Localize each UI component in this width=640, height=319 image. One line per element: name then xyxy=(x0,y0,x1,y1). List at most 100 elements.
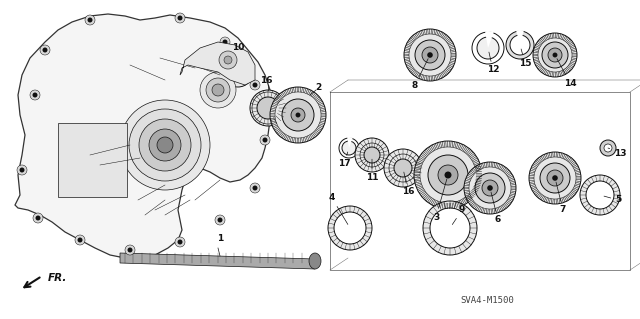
Circle shape xyxy=(270,87,326,143)
Text: 1: 1 xyxy=(217,234,223,243)
Circle shape xyxy=(149,129,181,161)
Circle shape xyxy=(125,245,135,255)
Circle shape xyxy=(282,99,314,131)
Circle shape xyxy=(540,163,570,193)
Circle shape xyxy=(428,52,433,58)
Circle shape xyxy=(414,141,482,209)
Wedge shape xyxy=(485,31,494,48)
Text: 17: 17 xyxy=(338,152,350,168)
Circle shape xyxy=(547,170,563,186)
Text: 7: 7 xyxy=(556,182,566,214)
Circle shape xyxy=(40,45,50,55)
Circle shape xyxy=(262,137,268,143)
Circle shape xyxy=(220,37,230,47)
Text: 14: 14 xyxy=(557,59,576,87)
Text: 10: 10 xyxy=(232,43,244,52)
Text: 8: 8 xyxy=(412,59,428,90)
Circle shape xyxy=(542,42,568,68)
Circle shape xyxy=(75,235,85,245)
Circle shape xyxy=(600,140,616,156)
Circle shape xyxy=(257,97,279,119)
Circle shape xyxy=(219,51,237,69)
Text: SVA4-M1500: SVA4-M1500 xyxy=(460,296,514,305)
Circle shape xyxy=(445,172,451,179)
Text: 2: 2 xyxy=(315,83,321,92)
Text: 4: 4 xyxy=(329,194,348,225)
Circle shape xyxy=(529,152,581,204)
Wedge shape xyxy=(347,137,353,148)
Circle shape xyxy=(552,175,558,181)
Circle shape xyxy=(42,48,47,53)
Circle shape xyxy=(120,100,210,190)
Circle shape xyxy=(127,248,132,253)
Polygon shape xyxy=(180,42,255,85)
Circle shape xyxy=(19,167,24,173)
Circle shape xyxy=(77,238,83,242)
Circle shape xyxy=(415,40,445,70)
Circle shape xyxy=(253,83,257,87)
Polygon shape xyxy=(120,253,315,269)
Circle shape xyxy=(355,138,389,172)
Circle shape xyxy=(464,162,516,214)
Text: 16: 16 xyxy=(402,172,414,197)
Circle shape xyxy=(250,183,260,193)
Circle shape xyxy=(229,63,247,81)
Polygon shape xyxy=(15,14,272,258)
Text: 9: 9 xyxy=(452,205,465,225)
Circle shape xyxy=(33,93,38,98)
Circle shape xyxy=(33,213,43,223)
Circle shape xyxy=(364,147,380,163)
Circle shape xyxy=(129,109,201,181)
Circle shape xyxy=(475,173,505,203)
Circle shape xyxy=(477,37,499,59)
Circle shape xyxy=(177,16,182,20)
Circle shape xyxy=(430,208,470,248)
Circle shape xyxy=(85,15,95,25)
Circle shape xyxy=(604,144,612,152)
Circle shape xyxy=(487,185,493,191)
Circle shape xyxy=(428,155,468,195)
Circle shape xyxy=(334,212,366,244)
Circle shape xyxy=(510,35,530,55)
Circle shape xyxy=(328,206,372,250)
Circle shape xyxy=(394,159,412,177)
Circle shape xyxy=(342,141,356,155)
Text: 11: 11 xyxy=(365,159,378,182)
Text: 5: 5 xyxy=(604,196,621,204)
Circle shape xyxy=(175,13,185,23)
Circle shape xyxy=(139,119,191,171)
Circle shape xyxy=(17,165,27,175)
Circle shape xyxy=(212,84,224,96)
Circle shape xyxy=(200,72,236,108)
Circle shape xyxy=(206,78,230,102)
Wedge shape xyxy=(516,30,524,45)
Circle shape xyxy=(506,31,534,59)
Text: 15: 15 xyxy=(519,49,531,68)
Circle shape xyxy=(548,48,562,62)
Circle shape xyxy=(30,90,40,100)
Ellipse shape xyxy=(309,253,321,269)
Circle shape xyxy=(533,33,577,77)
Circle shape xyxy=(250,90,286,126)
Circle shape xyxy=(157,137,173,153)
Circle shape xyxy=(586,181,614,209)
Circle shape xyxy=(291,108,305,122)
Circle shape xyxy=(218,218,223,222)
Circle shape xyxy=(482,180,498,196)
Circle shape xyxy=(404,29,456,81)
Text: 3: 3 xyxy=(433,179,447,221)
Circle shape xyxy=(253,186,257,190)
Text: 13: 13 xyxy=(608,148,627,158)
Circle shape xyxy=(438,165,458,185)
Text: 16: 16 xyxy=(260,76,272,85)
Text: FR.: FR. xyxy=(48,273,67,283)
Text: 12: 12 xyxy=(487,52,499,75)
Circle shape xyxy=(423,201,477,255)
Circle shape xyxy=(580,175,620,215)
Circle shape xyxy=(223,57,253,87)
Circle shape xyxy=(177,240,182,244)
Circle shape xyxy=(384,149,422,187)
Circle shape xyxy=(35,216,40,220)
Circle shape xyxy=(250,80,260,90)
Circle shape xyxy=(422,47,438,63)
